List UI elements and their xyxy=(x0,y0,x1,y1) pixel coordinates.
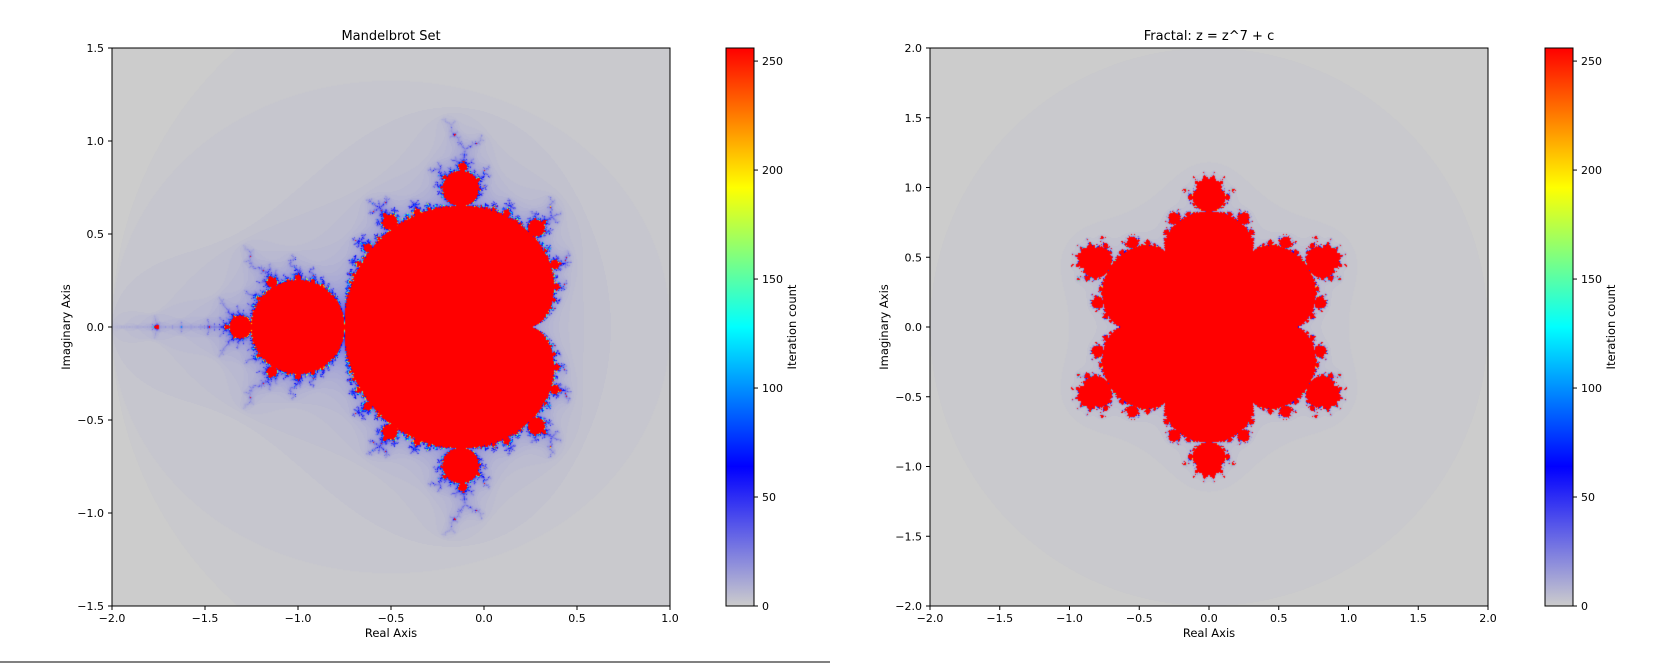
x-tick-label: −0.5 xyxy=(1126,612,1153,625)
x-tick-label: −0.5 xyxy=(378,612,405,625)
x-tick-label: 0.5 xyxy=(568,612,586,625)
x-tick-label: 0.0 xyxy=(475,612,493,625)
x-tick-label: −2.0 xyxy=(99,612,126,625)
colorbar-tick-label: 0 xyxy=(1581,600,1588,613)
x-tick-label: −2.0 xyxy=(917,612,944,625)
chart-z7-fractal: −2.0 −1.5 −1.0 −0.5 0.0 0.5 1.0 1.5 2.0 −2.0 −1.5 −… xyxy=(877,29,1618,640)
colorbar-tick-label: 150 xyxy=(1581,273,1602,286)
x-tick-label: −1.5 xyxy=(986,612,1013,625)
colorbar-label: Iteration count xyxy=(785,284,799,369)
y-tick-label: −1.5 xyxy=(895,530,922,543)
colorbar-tick-label: 150 xyxy=(762,273,783,286)
y-axis-label: Imaginary Axis xyxy=(59,284,73,370)
colorbar xyxy=(1544,47,1574,607)
y-tick-label: −0.5 xyxy=(895,391,922,404)
colorbar-tick-label: 100 xyxy=(1581,382,1602,395)
y-tick-label: −1.5 xyxy=(77,600,104,613)
colorbar xyxy=(725,47,755,607)
y-tick-label: 1.0 xyxy=(905,182,923,195)
x-tick-label: 0.0 xyxy=(1200,612,1218,625)
fractal-image xyxy=(112,48,670,606)
x-tick-label: 2.0 xyxy=(1479,612,1497,625)
colorbar-tick-label: 100 xyxy=(762,382,783,395)
x-tick-label: 0.5 xyxy=(1270,612,1288,625)
y-tick-label: −1.0 xyxy=(77,507,104,520)
y-tick-label: 0.0 xyxy=(905,321,923,334)
chart-title: Mandelbrot Set xyxy=(341,29,440,44)
x-tick-label: −1.0 xyxy=(1056,612,1083,625)
fractal-image xyxy=(930,48,1488,606)
x-axis-label: Real Axis xyxy=(1183,626,1235,640)
colorbar-tick-label: 200 xyxy=(1581,164,1602,177)
x-tick-label: 1.5 xyxy=(1410,612,1428,625)
colorbar-tick-label: 0 xyxy=(762,600,769,613)
y-tick-label: 1.5 xyxy=(905,112,923,125)
y-tick-label: 1.5 xyxy=(87,42,105,55)
chart-mandelbrot: −2.0 −1.5 −1.0 −0.5 0.0 0.5 1.0−1.5−1.0−0.50.0… xyxy=(59,29,799,640)
y-tick-label: 0.5 xyxy=(87,228,105,241)
y-tick-label: 2.0 xyxy=(905,42,923,55)
y-tick-label: 0.5 xyxy=(905,251,923,264)
colorbar-tick-label: 50 xyxy=(1581,491,1595,504)
y-tick-label: −2.0 xyxy=(895,600,922,613)
y-axis-label: Imaginary Axis xyxy=(877,284,891,370)
x-tick-label: 1.0 xyxy=(1340,612,1358,625)
colorbar-tick-label: 250 xyxy=(1581,55,1602,68)
x-axis-label: Real Axis xyxy=(365,626,417,640)
y-tick-label: −0.5 xyxy=(77,414,104,427)
colorbar-tick-label: 250 xyxy=(762,55,783,68)
colorbar-tick-label: 200 xyxy=(762,164,783,177)
colorbar-tick-label: 50 xyxy=(762,491,776,504)
chart-title: Fractal: z = z^7 + c xyxy=(1144,29,1274,44)
colorbar-label: Iteration count xyxy=(1604,284,1618,369)
x-tick-label: −1.5 xyxy=(192,612,219,625)
x-tick-label: −1.0 xyxy=(285,612,312,625)
y-tick-label: 0.0 xyxy=(87,321,105,334)
x-tick-label: 1.0 xyxy=(661,612,679,625)
y-tick-label: 1.0 xyxy=(87,135,105,148)
y-tick-label: −1.0 xyxy=(895,461,922,474)
